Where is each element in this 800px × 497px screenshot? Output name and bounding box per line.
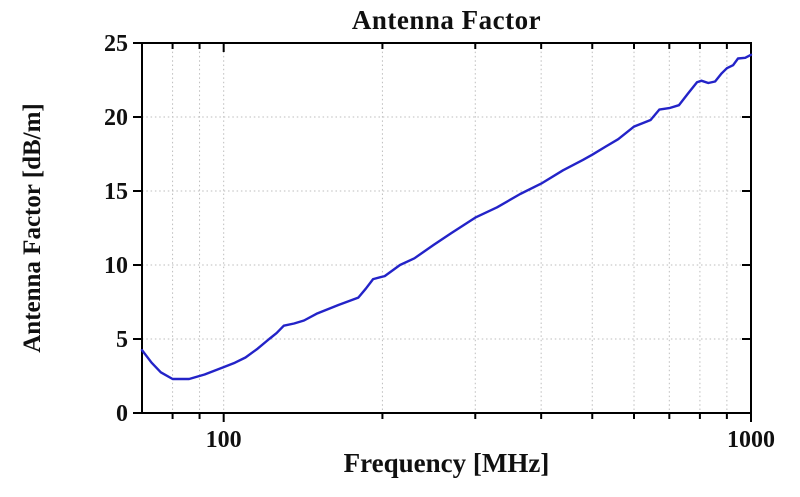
y-tick-label: 20 [104, 105, 128, 131]
gridlines [142, 43, 751, 413]
y-tick-label: 0 [116, 401, 128, 427]
x-tick-label: 1000 [727, 427, 775, 453]
x-tick-labels: 100 1000 [206, 427, 775, 453]
antenna-factor-curve [140, 53, 753, 381]
x-tick-label: 100 [206, 427, 242, 453]
y-tick-label: 10 [104, 253, 128, 279]
plot-border [141, 42, 752, 414]
chart-title: Antenna Factor [351, 5, 542, 35]
y-tick-label: 5 [116, 327, 128, 353]
y-tick-label: 15 [104, 179, 128, 205]
y-tick-labels: 0 5 10 15 20 25 [104, 31, 128, 427]
y-tick-label: 25 [104, 31, 128, 57]
x-axis-label: Frequency [MHz] [343, 448, 550, 478]
